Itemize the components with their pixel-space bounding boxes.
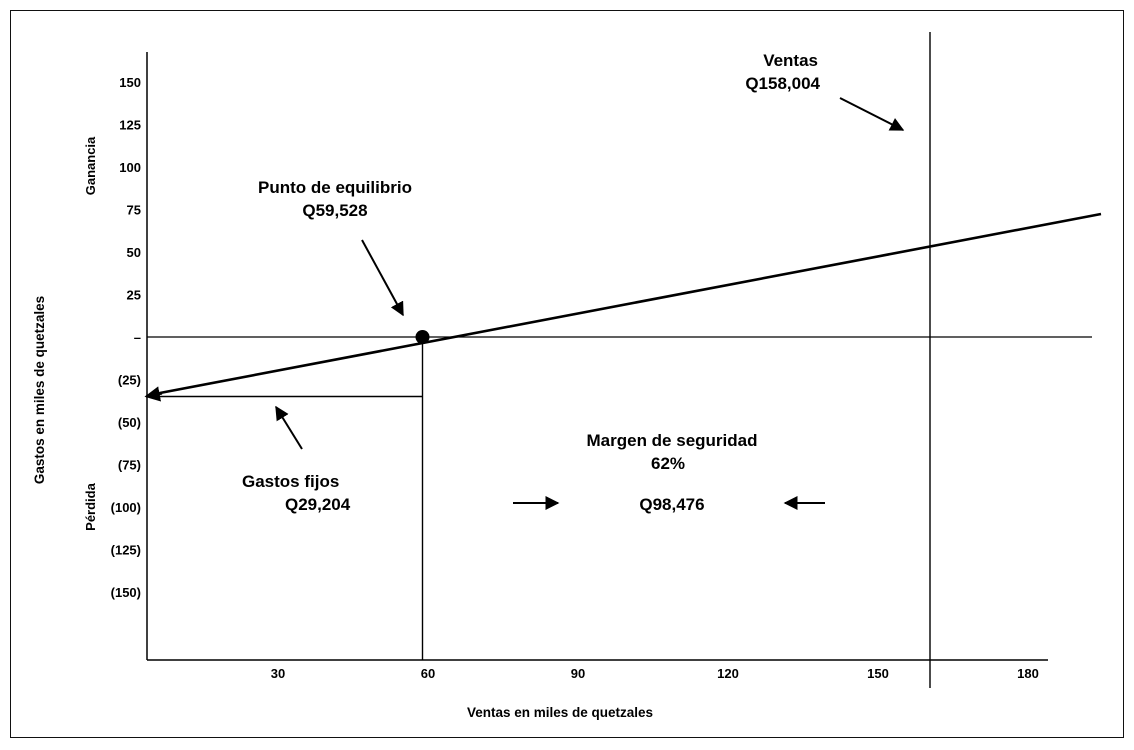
- y-tick-label: 75: [127, 203, 141, 218]
- y-tick-label: –: [134, 330, 141, 345]
- ventas-annotation-arrow: [839, 97, 905, 131]
- y-tick-label: (25): [118, 373, 141, 388]
- y-tick-label: 125: [119, 118, 141, 133]
- ganancia-label: Ganancia: [83, 136, 98, 195]
- y-axis-label: Gastos en miles de quetzales: [32, 296, 47, 484]
- ventas-annotation-title: Ventas: [763, 51, 818, 70]
- x-tick-label: 150: [867, 666, 889, 681]
- y-tick-label: (50): [118, 415, 141, 430]
- margin-annotation-value: Q98,476: [639, 495, 704, 514]
- breakeven-point: [415, 330, 430, 344]
- breakeven-annotation-title: Punto de equilibrio: [258, 178, 412, 197]
- x-axis-label: Ventas en miles de quetzales: [467, 705, 653, 720]
- y-tick-label: (100): [111, 500, 141, 515]
- chart-frame: [10, 10, 1124, 738]
- fixed-cost-annotation-arrow: [275, 405, 303, 450]
- fixed-cost-annotation-value: Q29,204: [285, 495, 351, 514]
- x-tick-label: 180: [1017, 666, 1039, 681]
- y-tick-label: 100: [119, 160, 141, 175]
- x-tick-label: 90: [571, 666, 585, 681]
- y-tick-label: 50: [127, 245, 141, 260]
- profit-line: [151, 212, 1102, 396]
- margin-annotation-title: Margen de seguridad: [587, 431, 758, 450]
- x-tick-label: 30: [271, 666, 285, 681]
- fixed-cost-annotation-title: Gastos fijos: [242, 472, 339, 491]
- y-tick-label: (125): [111, 543, 141, 558]
- y-tick-label: 150: [119, 75, 141, 90]
- profit-line-arrowhead: [144, 386, 163, 402]
- ventas-annotation-value: Q158,004: [745, 74, 820, 93]
- x-tick-label: 60: [421, 666, 435, 681]
- breakeven-annotation-arrow: [361, 239, 404, 317]
- y-tick-label: (150): [111, 585, 141, 600]
- y-tick-label: (75): [118, 458, 141, 473]
- breakeven-annotation-value: Q59,528: [302, 201, 367, 220]
- margin-annotation-percent: 62%: [651, 454, 685, 473]
- x-tick-label: 120: [717, 666, 739, 681]
- perdida-label: Pérdida: [83, 482, 98, 530]
- y-tick-label: 25: [127, 288, 141, 303]
